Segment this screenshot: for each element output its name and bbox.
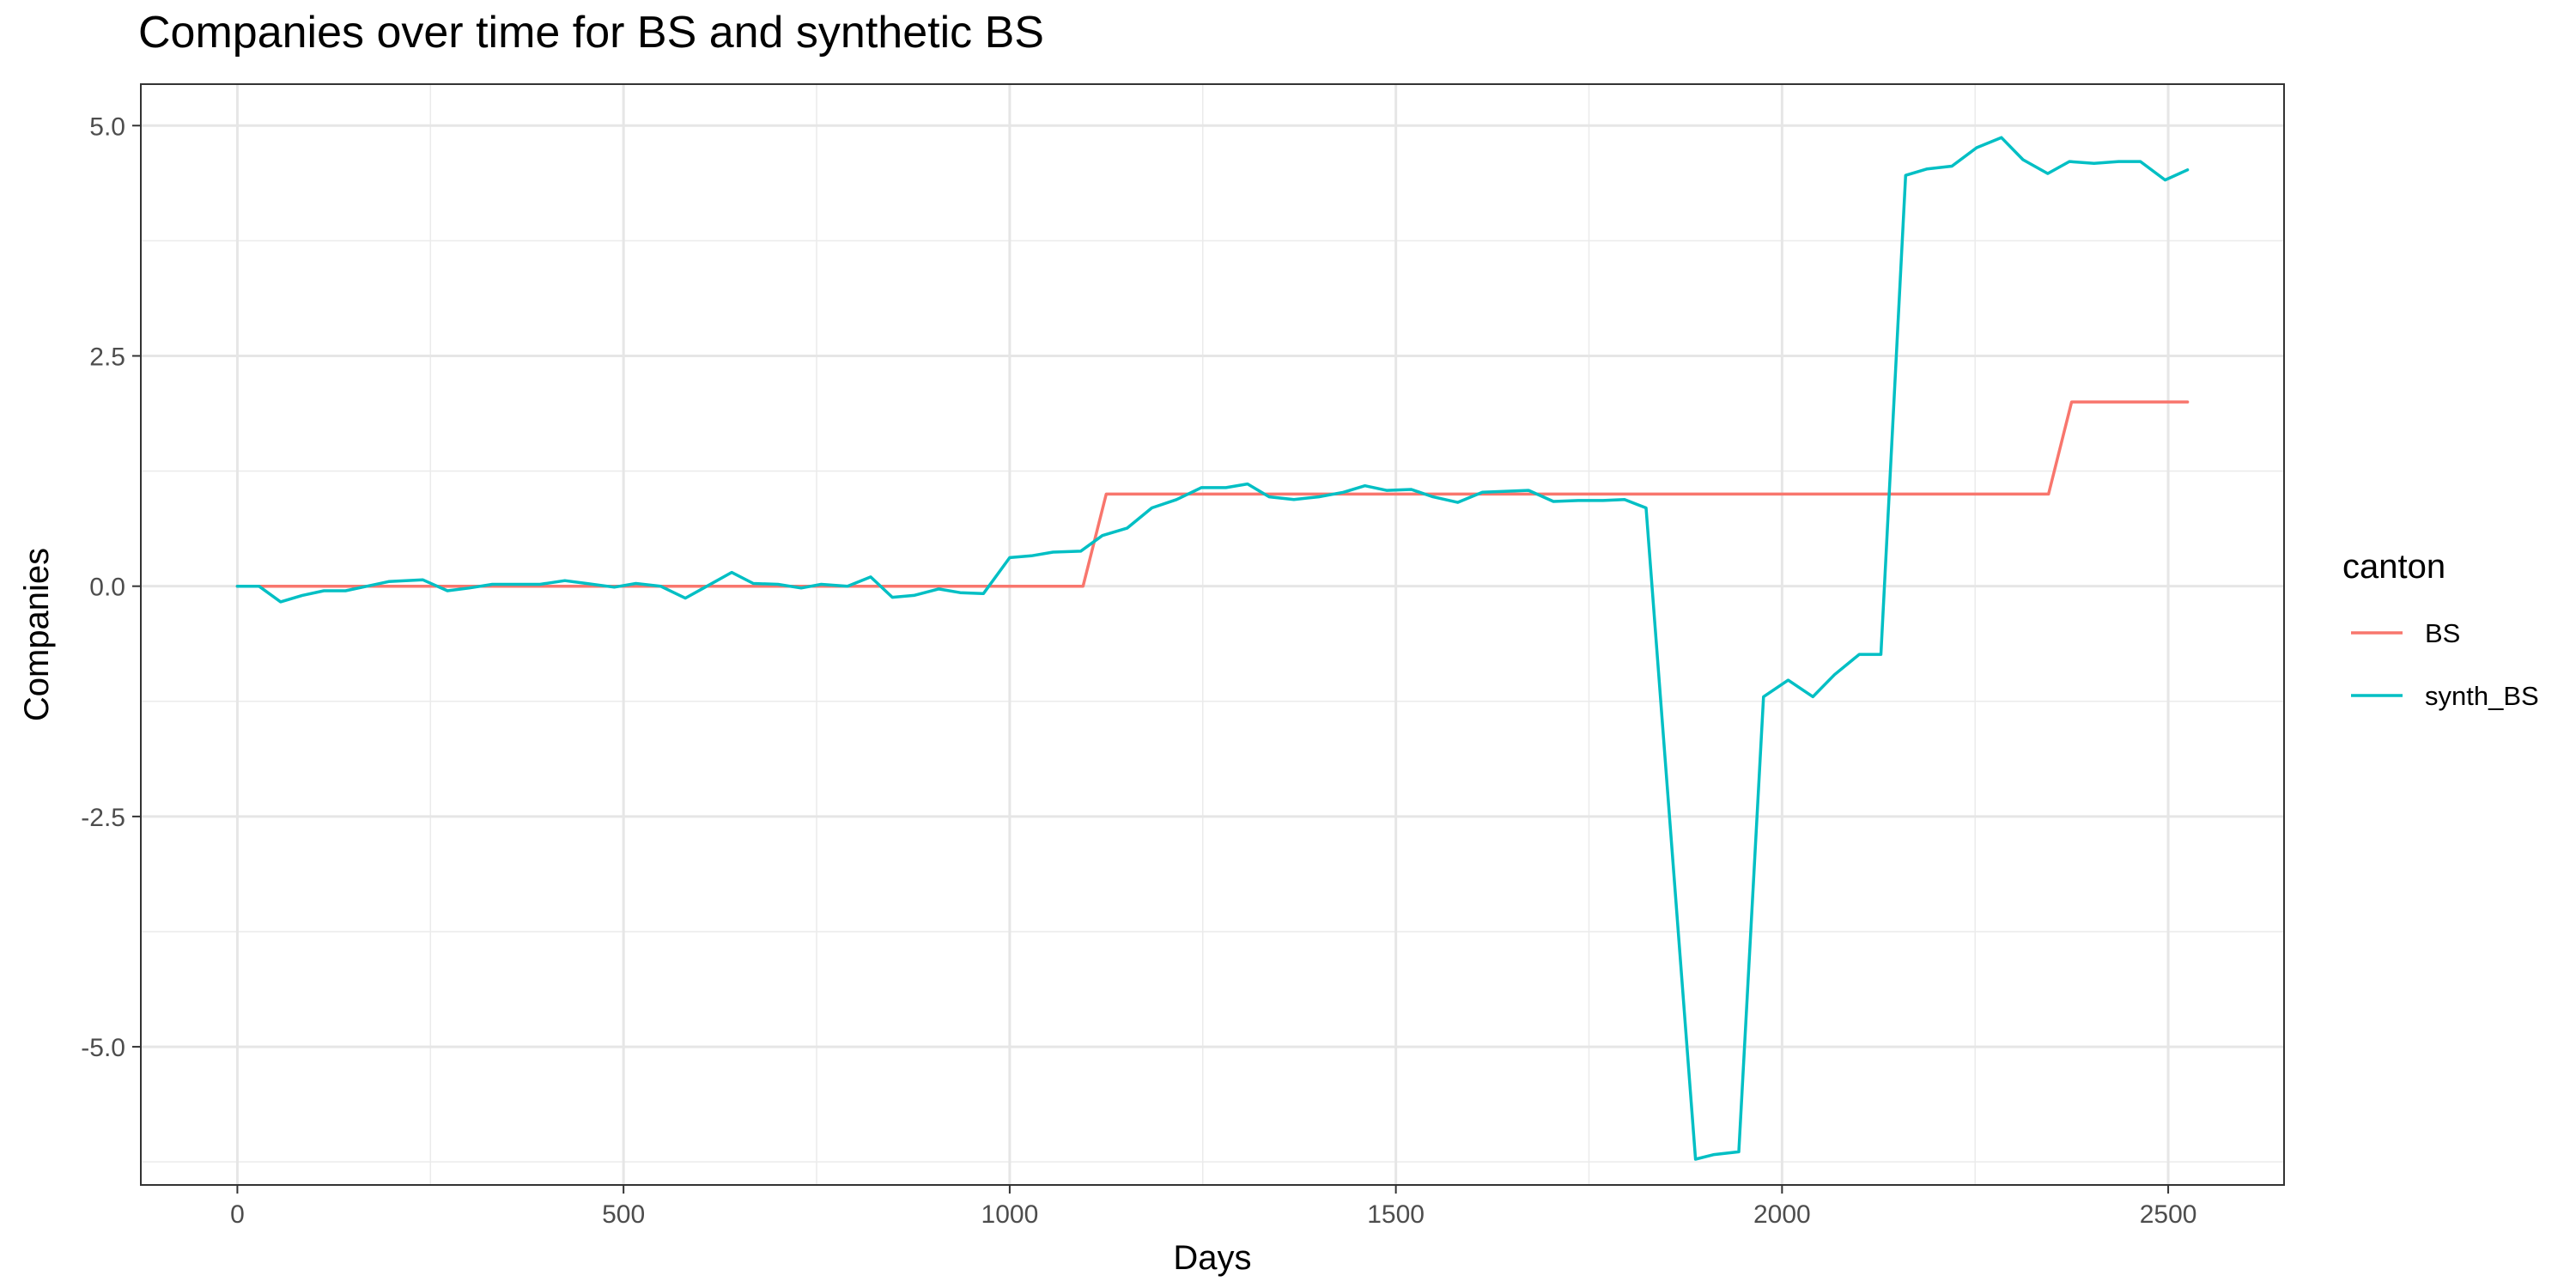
major-gridlines bbox=[141, 84, 2284, 1185]
legend: canton BS synth_BS bbox=[2342, 548, 2539, 711]
series-line-bs bbox=[235, 400, 2190, 588]
series-line-synth-bs bbox=[235, 136, 2190, 1161]
x-tick-label: 2500 bbox=[2140, 1200, 2197, 1229]
legend-title: canton bbox=[2342, 548, 2445, 586]
y-axis-title: Companies bbox=[18, 548, 56, 721]
plot-border bbox=[140, 83, 2285, 1186]
legend-label-synth-bs: synth_BS bbox=[2425, 681, 2539, 711]
y-tick-label: 0.0 bbox=[89, 574, 125, 602]
y-tick-label: 5.0 bbox=[89, 112, 125, 141]
x-tick-label: 1000 bbox=[981, 1200, 1039, 1229]
x-tick-label: 0 bbox=[230, 1200, 245, 1229]
minor-gridlines bbox=[141, 84, 2284, 1185]
x-axis: 0 500 1000 1500 2000 2500 bbox=[230, 1185, 2196, 1229]
x-axis-title: Days bbox=[1173, 1239, 1251, 1277]
y-tick-label: 2.5 bbox=[89, 343, 125, 371]
legend-label-bs: BS bbox=[2425, 618, 2460, 648]
plot-panel bbox=[141, 84, 2284, 1185]
series-lines bbox=[235, 136, 2190, 1161]
x-tick-label: 2000 bbox=[1753, 1200, 1811, 1229]
x-tick-label: 1500 bbox=[1367, 1200, 1425, 1229]
y-tick-label: -5.0 bbox=[81, 1034, 125, 1062]
x-tick-label: 500 bbox=[602, 1200, 645, 1229]
y-tick-label: -2.5 bbox=[81, 804, 125, 832]
chart-title: Companies over time for BS and synthetic… bbox=[138, 8, 1044, 58]
y-axis: -5.0 -2.5 0.0 2.5 5.0 bbox=[81, 112, 141, 1062]
